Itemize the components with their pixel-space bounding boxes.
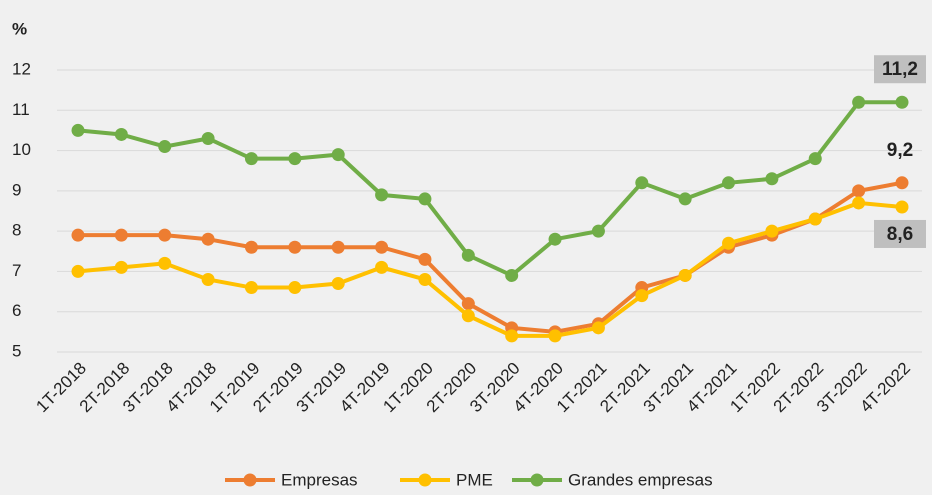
marker [722,176,736,190]
marker [852,196,866,210]
marker [331,148,345,162]
marker [895,200,909,214]
legend-label: Grandes empresas [568,470,713,489]
marker [288,240,302,254]
marker [244,240,258,254]
marker [201,272,215,286]
marker [71,123,85,137]
legend-marker [530,473,544,487]
legend-marker [418,473,432,487]
marker [331,277,345,291]
marker [678,192,692,206]
y-tick-label: 10 [12,140,31,159]
marker [505,268,519,282]
value-label: 9,2 [887,140,913,161]
y-tick-label: 6 [12,301,21,320]
y-axis-label: % [12,19,27,38]
marker [635,176,649,190]
marker [331,240,345,254]
marker [505,329,519,343]
marker [418,272,432,286]
marker [852,95,866,109]
marker [158,140,172,154]
marker [461,297,475,311]
value-label-bg [874,219,926,248]
value-label-bg [874,55,926,84]
line [78,180,903,334]
marker [288,152,302,166]
marker [114,228,128,242]
y-tick-label: 7 [12,261,21,280]
value-label: 8,6 [887,224,913,245]
marker [158,256,172,270]
marker [678,268,692,282]
y-tick-label: 12 [12,59,31,78]
marker [375,240,389,254]
marker [591,321,605,335]
marker [244,281,258,295]
y-tick-label: 9 [12,180,21,199]
marker [418,192,432,206]
marker [461,309,475,323]
marker [158,228,172,242]
y-tick-label: 5 [12,341,21,360]
value-label: 11,2 [882,59,918,80]
marker [418,252,432,266]
marker [201,131,215,145]
marker [461,248,475,262]
y-tick-label: 8 [12,221,21,240]
marker [244,152,258,166]
marker [375,188,389,202]
marker [765,172,779,186]
marker [722,236,736,250]
marker [808,212,822,226]
marker [114,260,128,274]
marker [288,281,302,295]
marker [548,329,562,343]
line [77,100,902,278]
legend-label: Empresas [281,470,358,489]
marker [808,152,822,166]
marker [114,127,128,141]
marker [71,228,85,242]
marker [591,224,605,238]
marker [548,232,562,246]
marker [201,232,215,246]
marker [375,260,389,274]
legend-marker [243,473,257,487]
marker [765,224,779,238]
marker [895,176,909,190]
marker [895,95,909,109]
marker [635,289,649,303]
legend-label: PME [456,470,493,489]
marker [71,264,85,278]
y-tick-label: 11 [12,100,30,119]
line [77,200,903,338]
marker [852,184,866,198]
